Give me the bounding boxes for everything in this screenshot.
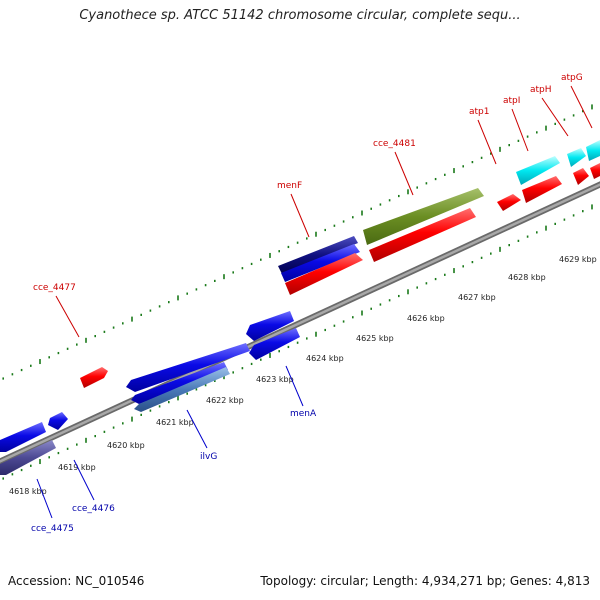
gene-label: cce_4476 bbox=[72, 504, 115, 514]
gene-leader-line bbox=[36, 478, 53, 519]
gene-leader-line bbox=[73, 459, 95, 501]
gene-leader-line bbox=[477, 119, 497, 165]
gene-atpG bbox=[586, 140, 600, 161]
gene-features bbox=[0, 140, 600, 475]
gene-cce-4477 bbox=[80, 367, 108, 388]
gene-leader-line bbox=[290, 193, 310, 238]
map-title: Cyanothece sp. ATCC 51142 chromosome cir… bbox=[79, 8, 521, 23]
gene-ilvG-steel bbox=[134, 367, 230, 412]
gene-label: ilvG bbox=[200, 452, 217, 462]
chromosome-backbone bbox=[0, 181, 600, 465]
gene-label: atpI bbox=[503, 96, 520, 106]
gene-menA bbox=[249, 328, 300, 360]
gene-leader-line bbox=[55, 295, 80, 338]
gene-label: atpG bbox=[561, 73, 583, 83]
gene-label: cce_4477 bbox=[33, 283, 76, 293]
kbp-tick-label: 4623 kbp bbox=[256, 375, 294, 384]
kbp-tick-label: 4629 kbp bbox=[559, 255, 597, 264]
kbp-tick-label: 4622 kbp bbox=[206, 396, 244, 405]
gene-leader-line bbox=[570, 85, 593, 129]
forward-tick-track bbox=[2, 104, 593, 380]
gene-menA-upper bbox=[246, 311, 294, 341]
gene-leader-line bbox=[186, 409, 208, 449]
kbp-tick-label: 4620 kbp bbox=[107, 441, 145, 450]
gene-menF-upper bbox=[278, 236, 358, 274]
gene-red-atpI-lower bbox=[522, 176, 562, 203]
gene-red-atpG-lower bbox=[590, 163, 600, 179]
gene-atp1 bbox=[497, 194, 521, 211]
gene-label: menF bbox=[277, 181, 302, 191]
gene-label-layer: cce_4477 menF cce_4481 atp1 atpI atpH atpG cce_… bbox=[31, 73, 593, 534]
kbp-axis-labels: 4618 kbp 4619 kbp 4620 kbp 4621 kbp 4622 kbp… bbox=[9, 255, 597, 496]
gene-atpI bbox=[516, 156, 560, 185]
gene-cce-4475-blue bbox=[0, 422, 46, 452]
kbp-tick-label: 4625 kbp bbox=[356, 334, 394, 343]
gene-red-cce4481-lower bbox=[369, 208, 476, 262]
kbp-tick-label: 4618 kbp bbox=[9, 487, 47, 496]
gene-label: atpH bbox=[530, 85, 552, 95]
reverse-tick-track bbox=[2, 204, 593, 480]
kbp-tick-label: 4628 kbp bbox=[508, 273, 546, 282]
kbp-tick-label: 4627 kbp bbox=[458, 293, 496, 302]
kbp-tick-label: 4624 kbp bbox=[306, 354, 344, 363]
gene-atpH bbox=[567, 148, 586, 167]
topology-text: Topology: circular; Length: 4,934,271 bp… bbox=[260, 574, 590, 588]
kbp-tick-label: 4626 kbp bbox=[407, 314, 445, 323]
gene-label: atp1 bbox=[469, 107, 489, 117]
gene-label: menA bbox=[290, 409, 317, 419]
gene-cce-4475 bbox=[0, 440, 56, 475]
kbp-tick-label: 4619 kbp bbox=[58, 463, 96, 472]
gene-ilvG-upper bbox=[126, 343, 250, 392]
accession-text: Accession: NC_010546 bbox=[8, 574, 145, 588]
gene-ilvG bbox=[131, 362, 228, 404]
gene-label: cce_4475 bbox=[31, 524, 74, 534]
gene-label: cce_4481 bbox=[373, 139, 416, 149]
gene-leader-line bbox=[285, 365, 304, 407]
gene-menF bbox=[281, 244, 360, 282]
gene-leader-line bbox=[394, 151, 414, 196]
gene-red-menF-lower bbox=[285, 253, 363, 295]
gene-cce-4476 bbox=[48, 412, 68, 430]
gene-leader-line bbox=[541, 97, 569, 137]
kbp-tick-label: 4621 kbp bbox=[156, 418, 194, 427]
gene-cce-4481 bbox=[363, 188, 484, 245]
gene-leader-line bbox=[511, 108, 529, 152]
gene-red-atpH-lower bbox=[573, 168, 589, 185]
